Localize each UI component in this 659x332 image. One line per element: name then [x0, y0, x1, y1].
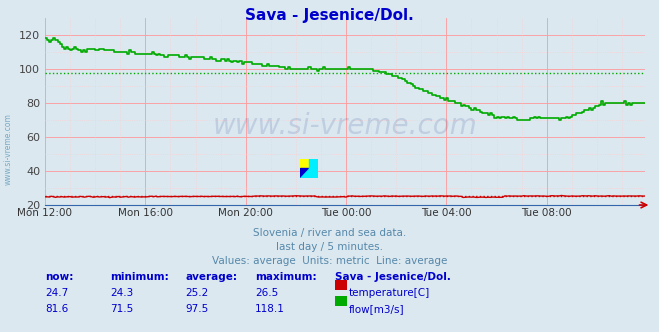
Text: minimum:: minimum:: [110, 272, 169, 282]
Text: average:: average:: [185, 272, 237, 282]
Polygon shape: [300, 159, 318, 178]
Text: now:: now:: [45, 272, 73, 282]
Text: 118.1: 118.1: [255, 304, 285, 314]
Text: temperature[C]: temperature[C]: [349, 288, 430, 298]
Bar: [309, 159, 318, 178]
Text: 24.7: 24.7: [45, 288, 69, 298]
Bar: [300, 159, 309, 169]
Text: 24.3: 24.3: [110, 288, 133, 298]
Text: 81.6: 81.6: [45, 304, 69, 314]
Text: www.si-vreme.com: www.si-vreme.com: [3, 114, 13, 185]
Text: 71.5: 71.5: [110, 304, 133, 314]
Text: Values: average  Units: metric  Line: average: Values: average Units: metric Line: aver…: [212, 256, 447, 266]
Bar: [300, 169, 309, 178]
Text: flow[m3/s]: flow[m3/s]: [349, 304, 405, 314]
Text: Sava - Jesenice/Dol.: Sava - Jesenice/Dol.: [245, 8, 414, 23]
Text: maximum:: maximum:: [255, 272, 316, 282]
Text: Slovenia / river and sea data.: Slovenia / river and sea data.: [253, 228, 406, 238]
Text: last day / 5 minutes.: last day / 5 minutes.: [276, 242, 383, 252]
Text: www.si-vreme.com: www.si-vreme.com: [213, 113, 477, 140]
Text: 26.5: 26.5: [255, 288, 278, 298]
Text: Sava - Jesenice/Dol.: Sava - Jesenice/Dol.: [335, 272, 451, 282]
Text: 25.2: 25.2: [185, 288, 208, 298]
Text: 97.5: 97.5: [185, 304, 208, 314]
